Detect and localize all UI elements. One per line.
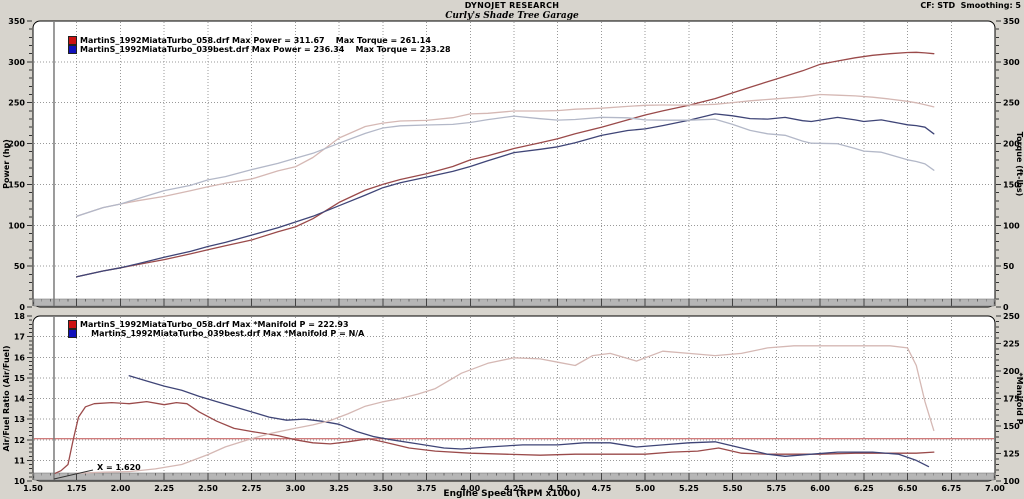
svg-text:150: 150 (8, 180, 25, 189)
legend-swatch-058-icon (68, 36, 77, 45)
svg-text:6.50: 6.50 (898, 484, 918, 493)
legend-row-manifold-039best: MartinS_1992MiataTurbo_039best.drf Max *… (68, 329, 364, 338)
svg-text:7.00: 7.00 (985, 484, 1005, 493)
svg-text:4.00: 4.00 (460, 484, 480, 493)
svg-text:100: 100 (8, 221, 25, 230)
svg-text:6.00: 6.00 (810, 484, 830, 493)
legend-label-power-039best: MartinS_1992MiataTurbo_039best.drf Max P… (80, 45, 451, 54)
legend-swatch-manifold-058-icon (68, 320, 77, 329)
svg-text:4.50: 4.50 (548, 484, 568, 493)
svg-text:11: 11 (14, 456, 26, 465)
svg-text:175: 175 (1003, 395, 1020, 404)
x-axis-title: Engine Speed (RPM x1000) (443, 489, 581, 499)
svg-text:150: 150 (1003, 180, 1020, 189)
svg-text:15: 15 (14, 374, 26, 383)
svg-text:350: 350 (8, 17, 25, 26)
legend-swatch-manifold-039best-icon (68, 329, 77, 338)
app-title: DYNOJET RESEARCH (464, 1, 560, 10)
svg-text:2.25: 2.25 (154, 484, 174, 493)
svg-text:4.75: 4.75 (592, 484, 612, 493)
svg-text:0: 0 (1003, 303, 1009, 312)
svg-text:3.50: 3.50 (373, 484, 393, 493)
svg-text:225: 225 (1003, 340, 1020, 349)
svg-text:*Manifold P: *Manifold P (1015, 372, 1024, 424)
svg-text:200: 200 (1003, 140, 1020, 149)
legend-row-power-039best: MartinS_1992MiataTurbo_039best.drf Max P… (68, 45, 451, 54)
svg-text:4.25: 4.25 (504, 484, 524, 493)
svg-text:1.75: 1.75 (67, 484, 87, 493)
svg-text:14: 14 (14, 395, 26, 404)
svg-text:2.75: 2.75 (242, 484, 262, 493)
svg-text:6.25: 6.25 (854, 484, 874, 493)
legend-swatch-039best-icon (68, 45, 77, 54)
legend-label-power-058: MartinS_1992MiataTurbo_058.drf Max Power… (80, 36, 431, 45)
svg-text:150: 150 (1003, 422, 1020, 431)
svg-text:Power (hp): Power (hp) (2, 139, 11, 189)
svg-text:5.00: 5.00 (635, 484, 655, 493)
svg-text:10: 10 (14, 477, 26, 486)
svg-text:17: 17 (14, 333, 25, 342)
svg-text:1.50: 1.50 (23, 484, 43, 493)
legend-label-manifold-058: MartinS_1992MiataTurbo_058.drf Max *Mani… (80, 320, 349, 329)
svg-text:250: 250 (1003, 99, 1020, 108)
legend-row-manifold-058: MartinS_1992MiataTurbo_058.drf Max *Mani… (68, 320, 349, 329)
svg-text:300: 300 (8, 58, 25, 67)
svg-text:6.75: 6.75 (941, 484, 961, 493)
svg-text:3.25: 3.25 (329, 484, 349, 493)
svg-text:5.25: 5.25 (679, 484, 699, 493)
correction-smoothing-settings: CF: STD Smoothing: 5 (920, 1, 1021, 10)
svg-text:0: 0 (19, 303, 25, 312)
svg-text:2.00: 2.00 (111, 484, 131, 493)
svg-text:250: 250 (8, 99, 25, 108)
legend-label-manifold-039best: MartinS_1992MiataTurbo_039best.drf Max *… (80, 329, 365, 338)
cursor-x-value-annotation: X = 1.620 (97, 463, 141, 472)
svg-text:50: 50 (1003, 262, 1015, 271)
svg-text:200: 200 (1003, 367, 1020, 376)
svg-text:250: 250 (1003, 312, 1020, 321)
svg-text:50: 50 (14, 262, 26, 271)
shop-name-subtitle: Curly's Shade Tree Garage (445, 11, 579, 21)
svg-text:16: 16 (14, 353, 26, 362)
svg-text:200: 200 (8, 140, 25, 149)
svg-text:3.00: 3.00 (285, 484, 305, 493)
svg-text:100: 100 (1003, 221, 1020, 230)
svg-text:18: 18 (14, 312, 26, 321)
svg-text:125: 125 (1003, 450, 1020, 459)
svg-text:350: 350 (1003, 17, 1020, 26)
svg-text:Air/Fuel Ratio (Air/Fuel): Air/Fuel Ratio (Air/Fuel) (2, 346, 11, 452)
svg-text:Torque (ft-lbs): Torque (ft-lbs) (1015, 132, 1024, 197)
svg-text:2.50: 2.50 (198, 484, 218, 493)
svg-text:3.75: 3.75 (417, 484, 437, 493)
svg-text:300: 300 (1003, 58, 1020, 67)
legend-row-power-058: MartinS_1992MiataTurbo_058.drf Max Power… (68, 36, 431, 45)
svg-text:13: 13 (14, 415, 25, 424)
svg-text:12: 12 (14, 436, 25, 445)
svg-text:100: 100 (1003, 477, 1020, 486)
svg-text:5.75: 5.75 (766, 484, 786, 493)
svg-text:5.50: 5.50 (723, 484, 743, 493)
